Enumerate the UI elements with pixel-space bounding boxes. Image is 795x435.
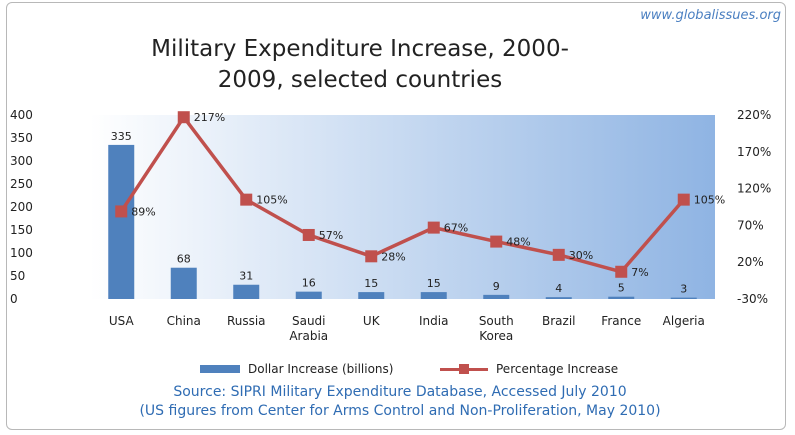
bar-algeria [670,297,697,299]
source-line-2: (US figures from Center for Arms Control… [139,403,661,419]
percentage-marker [677,193,690,206]
category-label: India [419,314,448,328]
left-axis-tick-label: 300 [10,154,33,168]
category-label: Arabia [289,329,328,343]
percentage-data-label: 7% [631,266,648,279]
legend-label-percentage: Percentage Increase [496,362,619,376]
percentage-data-label: 89% [131,205,155,218]
bar-india [420,292,447,299]
category-label: Korea [479,329,513,343]
left-axis-tick-label: 400 [10,108,33,122]
category-label: UK [363,314,381,328]
left-axis-tick-label: 250 [10,177,33,191]
percentage-marker [427,221,440,234]
percentage-data-label: 105% [256,194,287,207]
category-label: USA [109,314,135,328]
bar-france [608,296,635,299]
bar-data-label: 5 [618,282,625,295]
percentage-data-label: 57% [319,229,343,242]
source-note: Source: SIPRI Military Expenditure Datab… [40,383,760,421]
category-label: Russia [227,314,266,328]
right-axis-tick-label: -30% [737,292,768,306]
left-axis-tick-label: 100 [10,246,33,260]
bar-data-label: 16 [302,277,316,290]
percentage-marker [552,248,565,261]
category-label: South [479,314,514,328]
category-label: Brazil [542,314,576,328]
bar-china [170,267,197,299]
right-axis-tick-label: 70% [737,218,764,232]
legend-item-dollar: Dollar Increase (billions) [200,362,393,376]
bar-data-label: 31 [239,270,253,283]
percentage-marker [302,228,315,241]
percentage-data-label: 30% [569,249,593,262]
bar-saudi-arabia [295,291,322,299]
right-axis-tick-label: 20% [737,255,764,269]
chart-title-line-1: Military Expenditure Increase, 2000- [151,36,569,62]
bar-data-label: 15 [427,277,441,290]
percentage-marker [177,111,190,124]
bar-data-label: 15 [364,277,378,290]
bar-data-label: 335 [111,130,132,143]
bar-data-label: 4 [555,282,562,295]
left-axis-tick-label: 150 [10,223,33,237]
left-axis-tick-label: 0 [10,292,18,306]
category-label: Saudi [292,314,326,328]
bar-usa [108,144,135,299]
left-axis-tick-label: 50 [10,269,25,283]
category-label: China [167,314,201,328]
legend-label-dollar: Dollar Increase (billions) [248,362,394,376]
watermark: www.globalissues.org [640,8,781,23]
percentage-marker [490,235,503,248]
legend-item-percentage: Percentage Increase [440,362,618,376]
category-label: Algeria [663,314,705,328]
right-axis-tick-label: 120% [737,182,771,196]
bar-russia [233,284,260,299]
percentage-marker [615,265,628,278]
percentage-marker [365,250,378,263]
legend: Dollar Increase (billions) Percentage In… [180,362,680,380]
percentage-data-label: 48% [506,236,530,249]
source-line-1: Source: SIPRI Military Expenditure Datab… [173,384,627,400]
percentage-data-label: 28% [381,250,405,263]
bar-data-label: 9 [493,280,500,293]
chart-title: Military Expenditure Increase, 2000- 200… [80,34,640,96]
percentage-marker [240,193,253,206]
left-axis-tick-label: 200 [10,200,33,214]
right-axis-tick-label: 220% [737,108,771,122]
bar-data-label: 68 [177,253,191,266]
left-axis-tick-label: 350 [10,131,33,145]
percentage-data-label: 217% [194,111,225,124]
legend-line-swatch [440,363,488,375]
right-axis-tick-label: 170% [737,145,771,159]
category-label: France [601,314,641,328]
bar-data-label: 3 [680,283,687,296]
percentage-series-line [119,115,686,274]
percentage-data-label: 67% [444,222,468,235]
legend-bar-swatch [200,365,240,373]
chart-title-line-2: 2009, selected countries [217,67,503,93]
percentage-marker [115,205,128,218]
bar-uk [358,292,385,299]
bar-brazil [545,297,572,299]
bar-south-korea [483,294,510,299]
percentage-data-label: 105% [694,194,725,207]
